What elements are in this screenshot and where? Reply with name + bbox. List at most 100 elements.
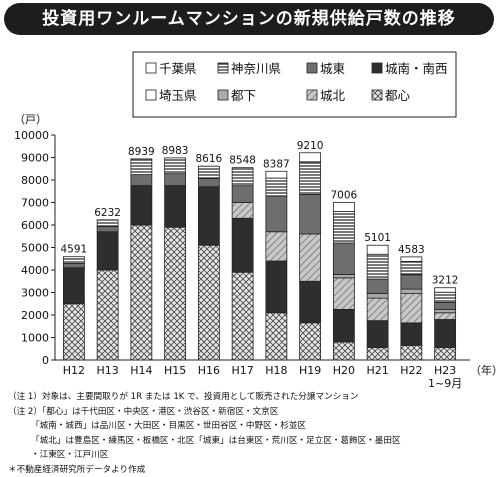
bar-segment xyxy=(165,227,186,360)
x-tick-label: H23 xyxy=(434,364,456,377)
bar-segment xyxy=(300,234,321,281)
bar-segment xyxy=(198,245,219,360)
y-tick-label: 2000 xyxy=(21,309,49,322)
bar-total-label: 5101 xyxy=(364,232,391,244)
legend-swatch xyxy=(372,90,382,100)
bar-segment xyxy=(232,186,253,203)
y-tick-label: 1000 xyxy=(21,332,49,345)
x-tick-label: 1~9月 xyxy=(428,377,462,390)
bar-segment xyxy=(198,179,219,187)
bar-segment xyxy=(232,272,253,360)
bar-segment xyxy=(435,309,456,312)
x-tick-label: H14 xyxy=(130,364,152,377)
y-tick-label: 4000 xyxy=(21,264,49,277)
bar-total-label: 8548 xyxy=(229,155,256,167)
note-2-line-4: ・江東区・江戸川区 xyxy=(8,448,496,463)
y-tick-label: 6000 xyxy=(21,219,49,232)
y-tick-label: 10000 xyxy=(14,129,49,142)
bar-segment xyxy=(266,261,287,313)
bar-segment xyxy=(300,323,321,360)
bar-segment xyxy=(63,268,84,304)
y-tick-label: 0 xyxy=(42,354,49,367)
bar-segment xyxy=(401,257,422,262)
bar-segment xyxy=(131,159,152,175)
bar-segment xyxy=(97,227,118,232)
bar-segment xyxy=(165,158,186,174)
bar-segment xyxy=(300,281,321,323)
legend: 千葉県神奈川県城東城南・南西埼玉県都下城北都心 xyxy=(133,52,456,117)
bar-segment xyxy=(300,153,321,162)
bar-segment xyxy=(367,294,388,299)
bar-segment xyxy=(198,187,219,246)
bar-segment xyxy=(333,342,354,360)
bar-segment xyxy=(63,257,84,264)
bar-segment xyxy=(266,196,287,232)
bar-segment xyxy=(333,309,354,342)
bar-segment xyxy=(367,298,388,321)
note-2-line-2: 「城南・城西」は品川区・大田区・目黒区・世田谷区・中野区・杉並区 xyxy=(8,419,496,434)
x-tick-label: H13 xyxy=(96,364,118,377)
bar-total-label: 9210 xyxy=(297,140,324,152)
bar-segment xyxy=(300,194,321,234)
legend-label: 城北 xyxy=(320,88,346,103)
bar-segment xyxy=(232,218,253,272)
legend-label: 城南・南西 xyxy=(385,61,448,76)
bar-segment xyxy=(435,292,456,302)
bar-segment xyxy=(63,263,84,267)
bar-segment xyxy=(367,245,388,254)
x-tick-label: H19 xyxy=(299,364,321,377)
note-2: （注 2）「都心」は千代田区・中央区・港区・渋谷区・新宿区・文京区 xyxy=(8,405,496,420)
bar-segment xyxy=(333,275,354,278)
legend-swatch xyxy=(218,90,228,100)
bar-segment xyxy=(266,232,287,261)
bar-segment xyxy=(97,232,118,270)
legend-swatch xyxy=(372,63,382,73)
legend-label: 都心 xyxy=(385,88,411,103)
bar-total-label: 8983 xyxy=(162,145,189,157)
bar-segment xyxy=(97,270,118,360)
y-tick-label: 7000 xyxy=(21,197,49,210)
bar-total-label: 8616 xyxy=(196,153,223,165)
x-tick-label: H12 xyxy=(63,364,85,377)
legend-swatch xyxy=(146,63,156,73)
bar-segment xyxy=(198,166,219,178)
footnotes: （注 1）対象は、主要間取りが 1R または 1K で、投資用として販売された分… xyxy=(8,390,496,477)
bar-segment xyxy=(401,289,422,294)
bar-segment xyxy=(333,202,354,211)
y-tick-label: 3000 xyxy=(21,287,49,300)
bar-segment xyxy=(435,288,456,293)
legend-swatch xyxy=(218,63,228,73)
bar-segment xyxy=(401,261,422,275)
x-tick-label: H15 xyxy=(164,364,186,377)
x-tick-label: H22 xyxy=(400,364,422,377)
bar-segment xyxy=(367,321,388,348)
bar-segment xyxy=(367,254,388,279)
bar-segment xyxy=(401,294,422,323)
legend-swatch xyxy=(146,90,156,100)
y-tick-label: 5000 xyxy=(21,242,49,255)
bar-segment xyxy=(435,348,456,360)
stacked-bar-chart: 千葉県神奈川県城東城南・南西埼玉県都下城北都心 0100020003000400… xyxy=(0,0,500,392)
legend-label: 都下 xyxy=(231,88,256,103)
legend-label: 神奈川県 xyxy=(231,61,281,76)
legend-swatch xyxy=(307,63,317,73)
legend-label: 城東 xyxy=(320,61,346,76)
y-unit-label: （戸） xyxy=(14,113,47,126)
legend-label: 埼玉県 xyxy=(159,88,197,103)
bar-segment xyxy=(401,323,422,346)
bar-segment xyxy=(131,225,152,360)
y-tick-label: 9000 xyxy=(21,152,49,165)
bar-segment xyxy=(232,203,253,219)
note-2-line-3: 「城北」は豊島区・練馬区・板橋区・北区「城東」は台東区・荒川区・足立区・葛飾区・… xyxy=(8,434,496,449)
bar-segment xyxy=(435,313,456,320)
source-note: ＊不動産経済研究所データより作成 xyxy=(8,463,496,477)
bar-segment xyxy=(232,168,253,186)
x-tick-label: H18 xyxy=(265,364,287,377)
bar-segment xyxy=(131,186,152,225)
x-tick-label: H16 xyxy=(198,364,220,377)
bar-segment xyxy=(165,174,186,186)
bar-segment xyxy=(367,348,388,360)
legend-swatch xyxy=(307,90,317,100)
note-1: （注 1）対象は、主要間取りが 1R または 1K で、投資用として販売された分… xyxy=(8,390,496,405)
bar-total-label: 4591 xyxy=(61,244,88,256)
